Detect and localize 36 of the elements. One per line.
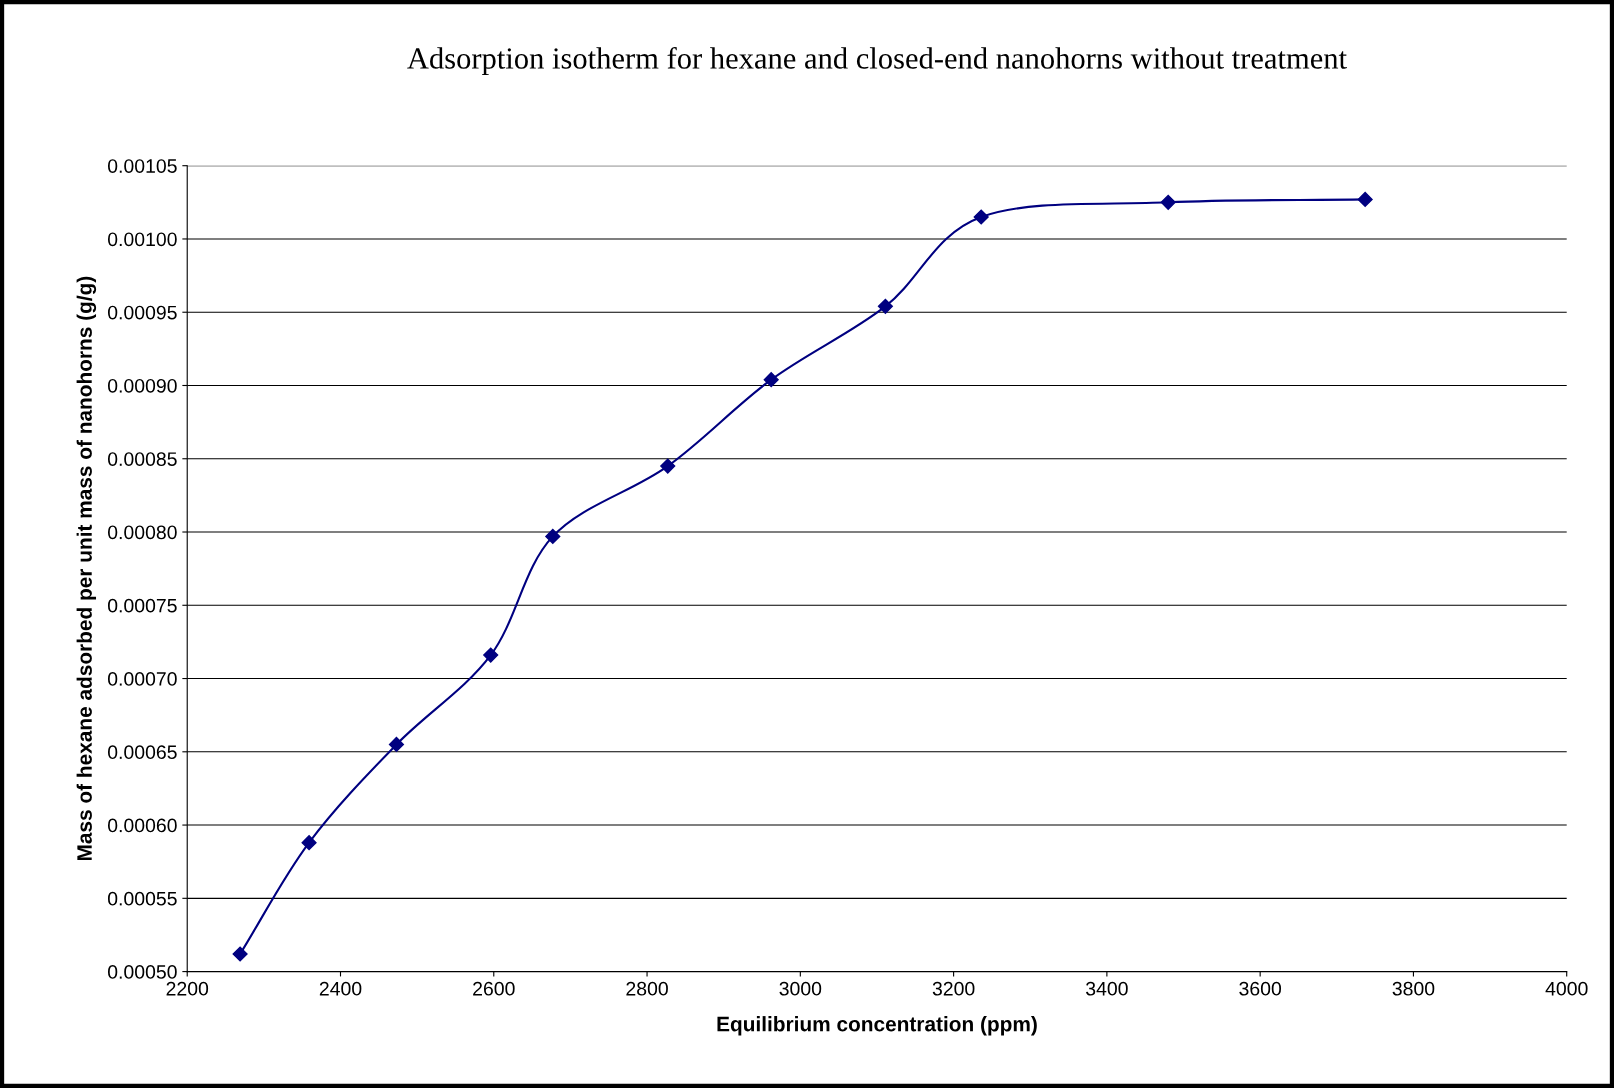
y-tick-label: 0.00105 (107, 159, 177, 173)
y-tick-label: 0.00075 (107, 598, 177, 613)
point (1160, 194, 1176, 210)
point (301, 835, 317, 851)
point (232, 946, 248, 962)
x-tick-label: 4000 (1545, 981, 1588, 996)
y-tick-label: 0.00070 (107, 672, 177, 686)
point (973, 209, 989, 225)
point (877, 298, 893, 314)
x-tick-label: 3200 (932, 981, 975, 996)
x-tick-label: 3400 (1086, 981, 1128, 996)
y-tick-label: 0.00060 (107, 818, 177, 833)
y-tick-label: 0.00080 (107, 525, 177, 540)
x-tick-label: 2600 (473, 981, 515, 996)
x-tick-label: 2200 (166, 981, 209, 996)
point (483, 647, 499, 663)
x-tick-label: 3600 (1239, 981, 1282, 996)
point (660, 458, 676, 474)
y-tick-label: 0.00055 (107, 891, 177, 906)
x-tick-label: 3000 (779, 981, 822, 996)
x-tick-label: 2800 (626, 981, 668, 996)
y-tick-label: 0.00095 (107, 305, 177, 320)
y-axis-title: Mass of hexane adsorbed per unit mass of nanohorns (g/g) (76, 276, 97, 861)
point (763, 372, 779, 388)
y-tick-label: 0.00050 (107, 965, 177, 979)
y-tick-label: 0.00065 (107, 745, 177, 760)
y-tick-label: 0.00085 (107, 452, 177, 466)
y-tick-label: 0.00100 (107, 232, 177, 247)
point (1357, 191, 1373, 207)
x-tick-label: 3800 (1392, 981, 1435, 996)
x-axis-title: Equilibrium concentration (ppm) (717, 1016, 1037, 1036)
point (388, 736, 405, 753)
chart-title: Adsorption isotherm for hexane and closed-end nanohorns without treatment (407, 46, 1347, 75)
x-tick-label: 2400 (319, 981, 362, 996)
y-tick-label: 0.00090 (107, 378, 177, 393)
point (545, 528, 561, 544)
